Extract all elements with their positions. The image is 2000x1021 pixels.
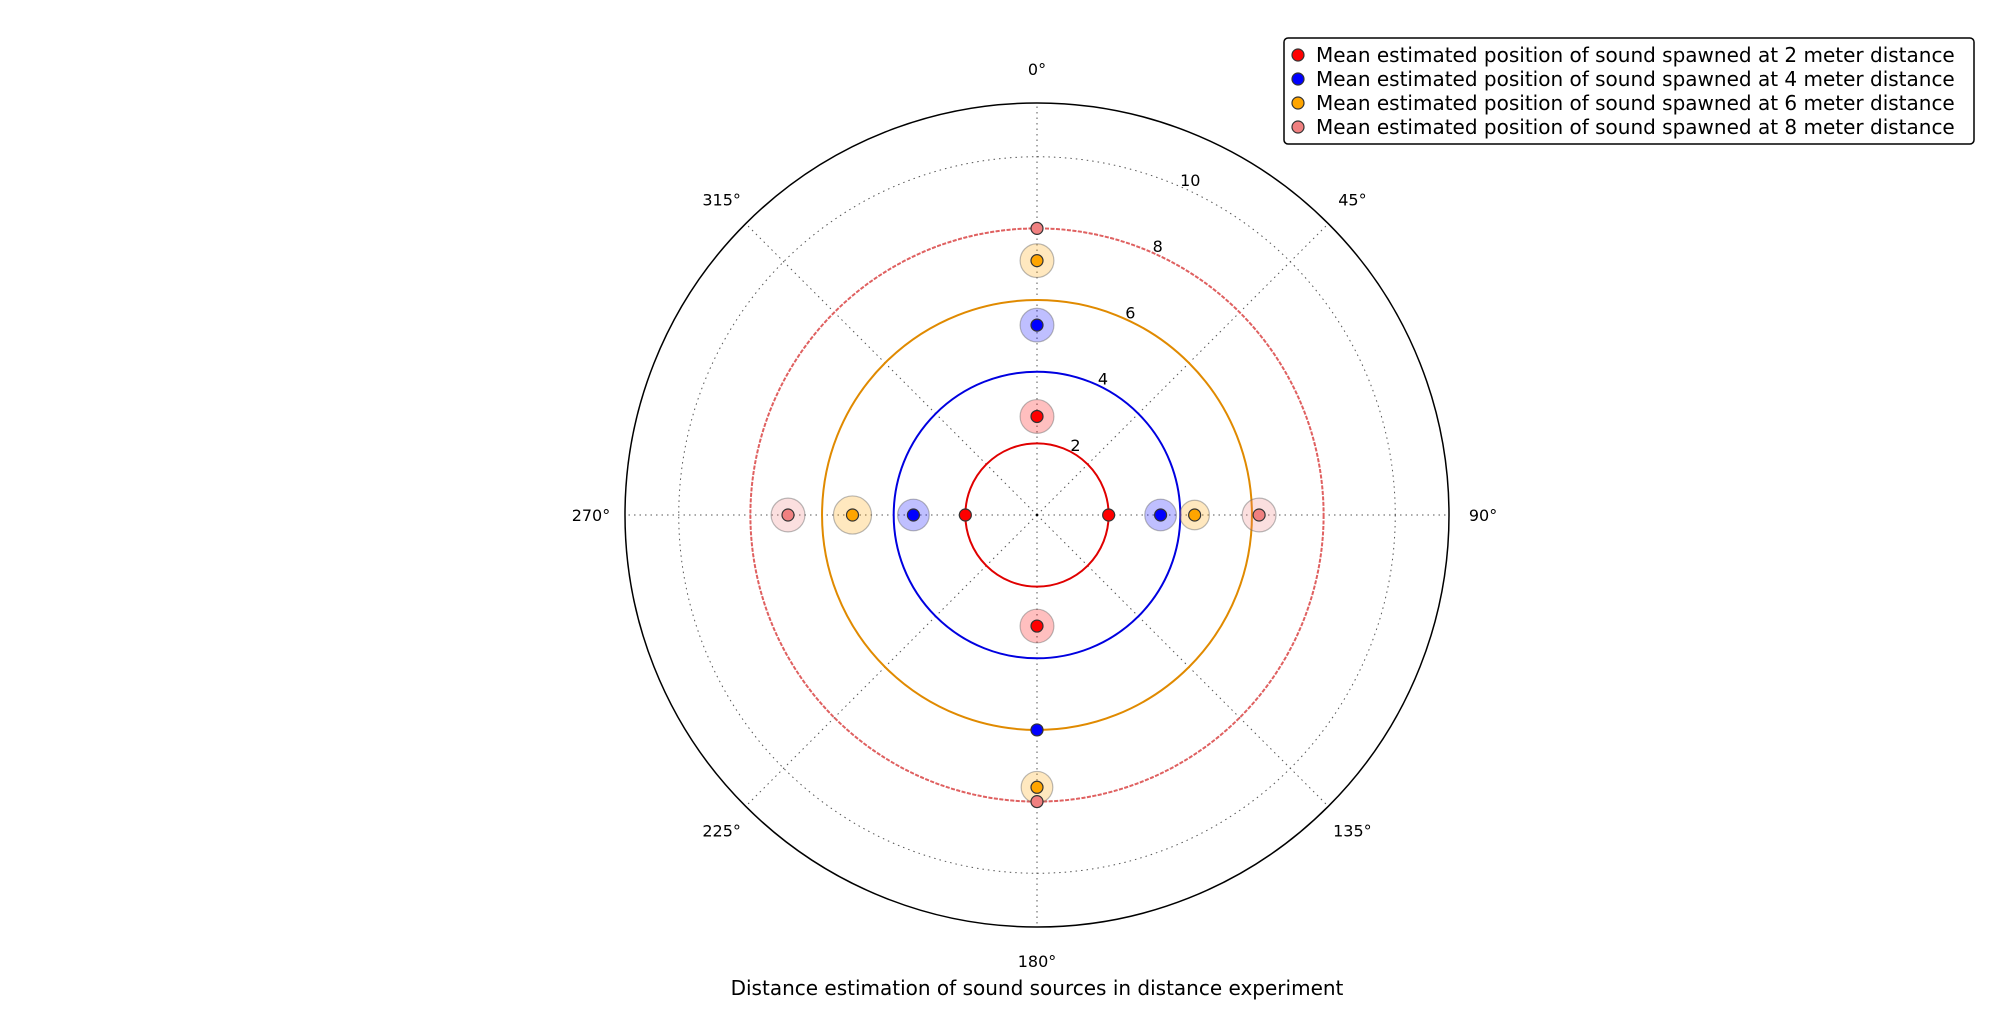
- data-point-series-2: [1153, 508, 1168, 522]
- legend: Mean estimated position of sound spawned…: [1283, 37, 1975, 145]
- legend-box: [1283, 37, 1975, 145]
- data-point-series-3: [1030, 254, 1044, 268]
- data-point-series-4: [1252, 508, 1266, 522]
- legend-entry-label: Mean estimated position of sound spawned…: [1316, 91, 1955, 115]
- radius-tick-label: 6: [1125, 303, 1135, 322]
- legend-marker: [1291, 48, 1305, 62]
- angle-tick-label: 225°: [702, 821, 741, 840]
- polar-frame: [624, 102, 1450, 928]
- x-axis-label: Distance estimation of sound sources in …: [731, 976, 1344, 1000]
- legend-entry-label: Mean estimated position of sound spawned…: [1316, 115, 1955, 139]
- angle-tick-label: 0°: [1028, 60, 1046, 79]
- data-point-series-1: [1102, 508, 1116, 522]
- data-point-series-4: [781, 508, 795, 522]
- angle-tick-label: 180°: [1018, 952, 1057, 971]
- legend-marker: [1291, 72, 1305, 86]
- spread-halos: [770, 243, 1277, 804]
- data-point-series-4: [1030, 221, 1044, 235]
- origin-dot: [1035, 513, 1039, 517]
- legend-marker: [1291, 96, 1305, 110]
- data-point-series-1: [1030, 619, 1044, 633]
- radius-tick-label: 10: [1180, 171, 1200, 190]
- data-point-series-2: [1030, 723, 1044, 737]
- tick-labels: 0° 45° 90° 135° 180° 225° 270° 315° 2 4 6 8 10: [572, 60, 1498, 971]
- reference-circle-4m: [892, 370, 1182, 660]
- angle-tick-label: 135°: [1333, 821, 1372, 840]
- data-point-series-4: [1030, 795, 1044, 809]
- legend-entry-label: Mean estimated position of sound spawned…: [1316, 67, 1955, 91]
- data-points: [781, 221, 1266, 809]
- radius-tick-label: 4: [1098, 370, 1108, 389]
- angle-tick-label: 315°: [702, 191, 741, 210]
- radius-tick-label: 2: [1070, 436, 1080, 455]
- data-point-series-3: [1030, 780, 1044, 794]
- data-point-series-1: [958, 508, 972, 522]
- legend-entry-label: Mean estimated position of sound spawned…: [1316, 43, 1955, 67]
- data-point-series-3: [1188, 508, 1202, 522]
- angle-tick-label: 270°: [572, 506, 611, 525]
- legend-marker: [1291, 120, 1305, 134]
- data-point-series-1: [1030, 409, 1044, 424]
- radial-gridline: [678, 156, 1396, 874]
- angle-tick-label: 45°: [1338, 191, 1366, 210]
- angle-tick-label: 90°: [1469, 506, 1497, 525]
- data-point-series-3: [845, 508, 860, 522]
- data-point-series-2: [906, 508, 921, 522]
- radius-tick-label: 8: [1153, 237, 1163, 256]
- data-point-series-2: [1030, 318, 1044, 332]
